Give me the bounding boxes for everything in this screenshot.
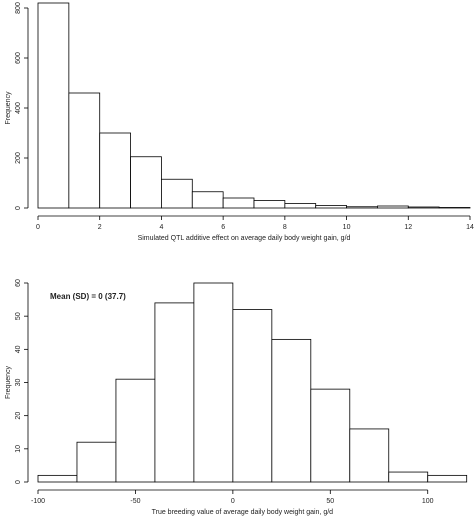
bar bbox=[315, 205, 347, 209]
bar bbox=[193, 282, 234, 483]
x-tick-label: -100 bbox=[31, 498, 45, 505]
bar bbox=[377, 205, 409, 209]
y-tick-label: 400 bbox=[15, 102, 22, 114]
annotation: Mean (SD) = 0 (37.7) bbox=[50, 292, 126, 301]
bar bbox=[427, 474, 468, 483]
x-tick-label: 14 bbox=[466, 224, 474, 231]
bar bbox=[310, 388, 351, 483]
y-tick-label: 40 bbox=[15, 345, 22, 353]
bar bbox=[346, 206, 378, 209]
y-tick-label: 800 bbox=[15, 2, 22, 14]
bar bbox=[232, 309, 273, 483]
y-tick-label: 60 bbox=[15, 279, 22, 287]
bar bbox=[130, 156, 162, 209]
y-tick-label: 10 bbox=[15, 445, 22, 453]
x-tick-label: 0 bbox=[231, 498, 235, 505]
y-tick-label: 50 bbox=[15, 312, 22, 320]
x-tick-label: 50 bbox=[326, 498, 334, 505]
bar bbox=[191, 191, 224, 209]
bar bbox=[161, 178, 193, 209]
bar bbox=[154, 302, 195, 483]
bar bbox=[37, 2, 70, 209]
x-tick-label: 100 bbox=[422, 498, 434, 505]
bar bbox=[253, 200, 286, 209]
bar bbox=[37, 474, 78, 483]
y-tick-label: 600 bbox=[15, 52, 22, 64]
bar bbox=[438, 207, 471, 209]
x-axis-label: True breeding value of average daily bod… bbox=[152, 509, 334, 516]
bar bbox=[284, 203, 317, 209]
bar bbox=[407, 206, 440, 209]
bar bbox=[115, 378, 156, 483]
x-tick-label: 10 bbox=[343, 224, 351, 231]
bar bbox=[68, 92, 101, 209]
x-tick-label: 6 bbox=[221, 224, 225, 231]
bar bbox=[349, 428, 390, 483]
y-tick-label: 200 bbox=[15, 152, 22, 164]
x-tick-label: 4 bbox=[159, 224, 163, 231]
y-axis-label: Frequency bbox=[5, 365, 12, 399]
y-tick-label: 0 bbox=[15, 480, 22, 484]
x-tick-label: 0 bbox=[36, 224, 40, 231]
x-tick-label: 2 bbox=[98, 224, 102, 231]
y-axis-label: Frequency bbox=[5, 91, 12, 125]
y-tick-label: 30 bbox=[15, 379, 22, 387]
x-tick-label: 8 bbox=[283, 224, 287, 231]
bar bbox=[99, 132, 131, 209]
bar bbox=[271, 338, 312, 483]
x-tick-label: 12 bbox=[404, 224, 412, 231]
x-tick-label: -50 bbox=[130, 498, 140, 505]
x-axis-label: Simulated QTL additive effect on average… bbox=[138, 235, 351, 242]
bar bbox=[76, 441, 117, 483]
bar bbox=[388, 471, 429, 483]
y-tick-label: 20 bbox=[15, 412, 22, 420]
y-tick-label: 0 bbox=[15, 206, 22, 210]
bar bbox=[222, 197, 255, 209]
